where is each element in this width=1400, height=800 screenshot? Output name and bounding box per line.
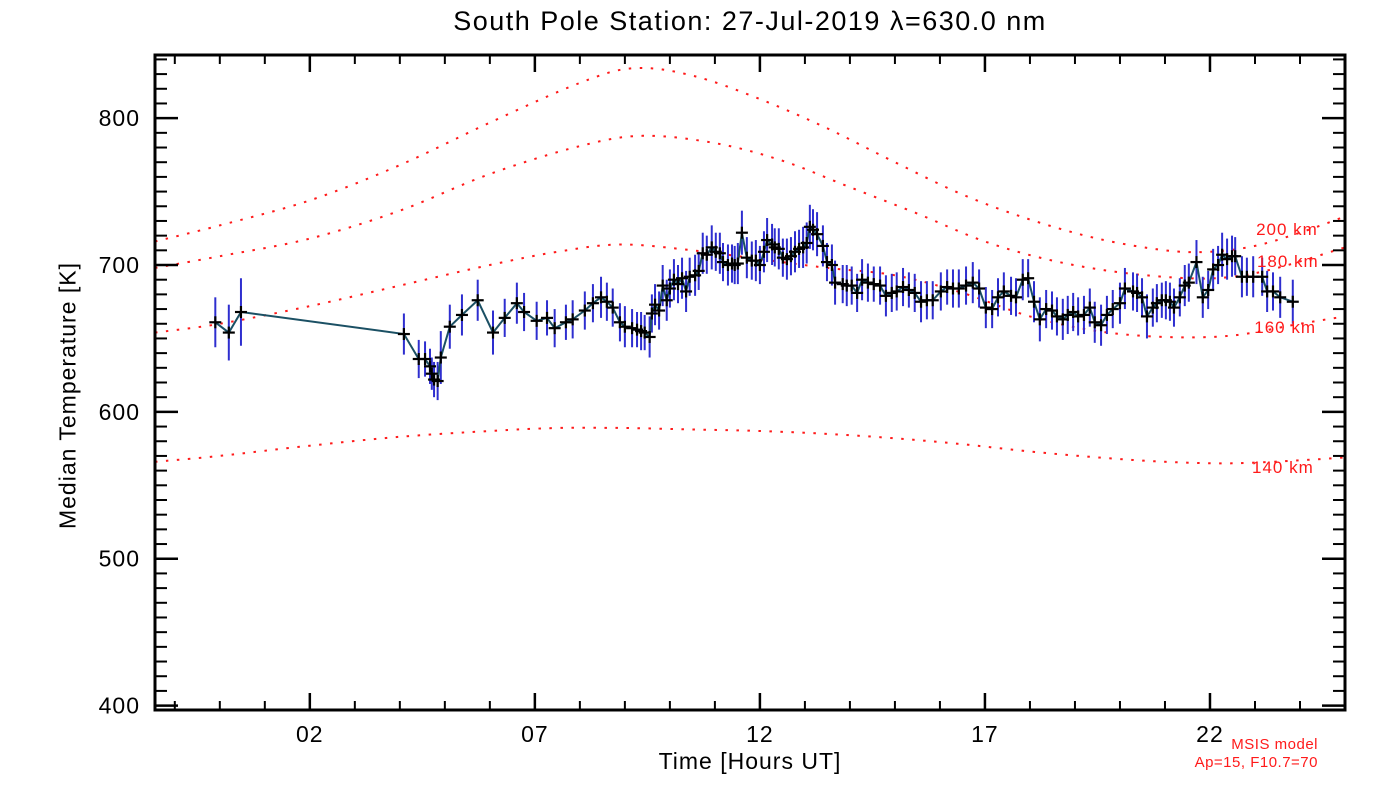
model-label-140km: 140 km (1252, 457, 1314, 477)
data-markers (209, 220, 1299, 388)
model-curve-180km (154, 134, 1346, 280)
plot-frame (153, 53, 1347, 712)
model-label-160km: 160 km (1254, 318, 1316, 338)
model-curves (154, 66, 1346, 465)
msis-annotation: MSIS model Ap=15, F10.7=70 (1195, 736, 1318, 772)
x-axis-ticks: 02 07 12 17 22 (173, 56, 1301, 747)
x-tick-label: 22 (1196, 721, 1224, 747)
x-tick-label: 07 (521, 721, 549, 747)
model-label-200km: 200 km (1256, 219, 1318, 239)
model-label-180km: 180 km (1256, 252, 1319, 272)
y-tick-label: 500 (99, 546, 140, 572)
x-tick-label: 02 (296, 721, 324, 747)
model-curve-200km (154, 66, 1346, 254)
y-axis-ticks: 400 500 600 700 800 (99, 58, 1344, 719)
msis-model-name: MSIS model (1231, 736, 1318, 753)
error-bars (214, 204, 1294, 401)
y-tick-label: 800 (99, 105, 140, 131)
msis-model-params: Ap=15, F10.7=70 (1194, 754, 1318, 771)
data-line (214, 224, 1294, 383)
chart-title: South Pole Station: 27-Jul-2019 λ=630.0 … (453, 6, 1047, 36)
x-axis-title: Time [Hours UT] (658, 748, 842, 774)
y-tick-label: 600 (99, 399, 140, 425)
y-axis-title: Median Temperature [K] (54, 261, 81, 530)
x-tick-label: 12 (746, 721, 774, 747)
y-tick-label: 400 (99, 693, 140, 719)
x-tick-label: 17 (971, 721, 999, 747)
y-tick-label: 700 (99, 252, 140, 278)
model-curve-140km (154, 426, 1346, 465)
